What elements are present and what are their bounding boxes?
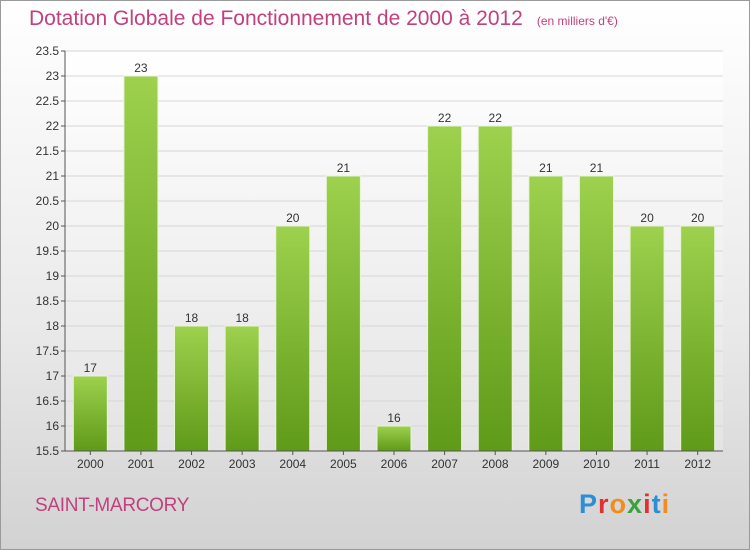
commune-name: SAINT-MARCORY [35,495,190,516]
bar-2012 [680,225,716,452]
y-tick-label: 20 [46,219,60,233]
x-tick-label: 2007 [431,457,458,471]
data-label: 18 [235,311,249,325]
x-tick-label: 2001 [128,457,155,471]
brand-letter: i [661,489,671,519]
y-tick-label: 16 [46,419,60,433]
brand-letter: r [598,489,610,519]
data-label: 22 [438,111,452,125]
x-tick-label: 2003 [229,457,256,471]
y-tick-label: 20.5 [36,194,60,208]
y-axis: 15.5 16 16.5 17 17.5 18 18.5 19 19.5 20 20.5 21 21.5… [36,44,65,458]
y-tick-label: 18 [46,319,60,333]
x-tick-label: 2004 [279,457,306,471]
y-tick-label: 22.5 [36,94,60,108]
data-label: 20 [286,211,300,225]
x-axis: 2000 2001 2002 2003 2004 2005 2006 2007 2008 2009… [77,451,711,471]
chart-title: Dotation Globale de Fonctionnement de 20… [29,7,618,31]
y-tick-label: 18.5 [36,294,60,308]
x-tick-label: 2009 [532,457,559,471]
bar-2006 [376,425,412,452]
y-tick-label: 17 [46,369,60,383]
y-tick-label: 15.5 [36,444,60,458]
data-label: 20 [640,211,654,225]
y-tick-label: 23 [46,69,60,83]
brand-letter: o [609,489,628,519]
brand-letter: x [627,489,644,519]
bar-2011 [629,225,665,452]
bar-2010 [578,175,614,452]
data-label: 20 [691,211,705,225]
x-tick-label: 2006 [381,457,408,471]
bar-2004 [275,225,311,452]
brand-letter: i [643,489,652,519]
bar-2005 [325,175,361,452]
data-label: 22 [489,111,503,125]
y-tick-label: 16.5 [36,394,60,408]
bar-2008 [477,125,513,452]
data-label: 23 [134,61,148,75]
unit-label: (en milliers d'€) [536,14,618,28]
bar-2007 [427,125,463,452]
y-tick-label: 19 [46,269,60,283]
title-text: Dotation Globale de Fonctionnement de 20… [29,7,523,30]
y-tick-label: 23.5 [36,44,60,58]
x-tick-label: 2000 [77,457,104,471]
proxiti-logo: Proxiti [579,489,670,520]
y-tick-label: 21 [46,169,60,183]
data-label: 21 [539,161,553,175]
y-tick-label: 17.5 [36,344,60,358]
x-tick-label: 2011 [634,457,660,471]
bar-2002 [174,325,210,452]
bar-2001 [123,75,159,452]
data-label: 21 [590,161,604,175]
bar-2009 [528,175,564,452]
y-tick-label: 21.5 [36,144,60,158]
y-tick-label: 19.5 [36,244,60,258]
data-label: 17 [84,361,98,375]
x-tick-label: 2002 [178,457,205,471]
x-tick-label: 2005 [330,457,357,471]
data-label: 18 [185,311,199,325]
y-tick-label: 22 [46,119,60,133]
bar-2003 [224,325,260,452]
x-tick-label: 2008 [482,457,509,471]
x-tick-label: 2010 [583,457,610,471]
data-label: 16 [387,411,401,425]
x-tick-label: 2012 [684,457,711,471]
bar-2000 [72,375,108,452]
brand-letter: t [651,489,662,519]
data-label: 21 [337,161,351,175]
brand-letter: P [579,489,599,519]
